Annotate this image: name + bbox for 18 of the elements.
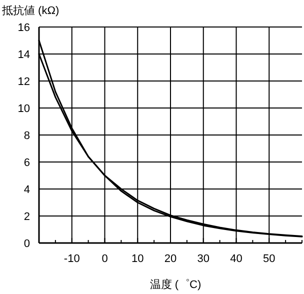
y-tick-label: 0: [24, 238, 30, 250]
y-tick-label: 14: [18, 49, 30, 61]
y-tick-label: 10: [18, 103, 30, 115]
y-tick-label: 8: [24, 130, 30, 142]
x-tick-label: -10: [64, 253, 80, 265]
x-tick-label: 0: [102, 253, 108, 265]
y-tick-label: 6: [24, 157, 30, 169]
ylabel: 抵抗値 (kΩ): [2, 5, 60, 17]
x-tick-label: 10: [132, 253, 144, 265]
x-tick-label: 50: [263, 253, 276, 265]
xlabel: 温度 (゜C): [150, 279, 202, 291]
y-tick-label: 12: [18, 76, 30, 88]
x-tick-label: 40: [230, 253, 242, 265]
y-tick-label: 16: [18, 22, 30, 34]
y-tick-label: 2: [24, 211, 30, 223]
x-tick-label: 20: [164, 253, 177, 265]
x-tick-label: 30: [197, 253, 210, 265]
y-tick-label: 4: [24, 184, 30, 196]
